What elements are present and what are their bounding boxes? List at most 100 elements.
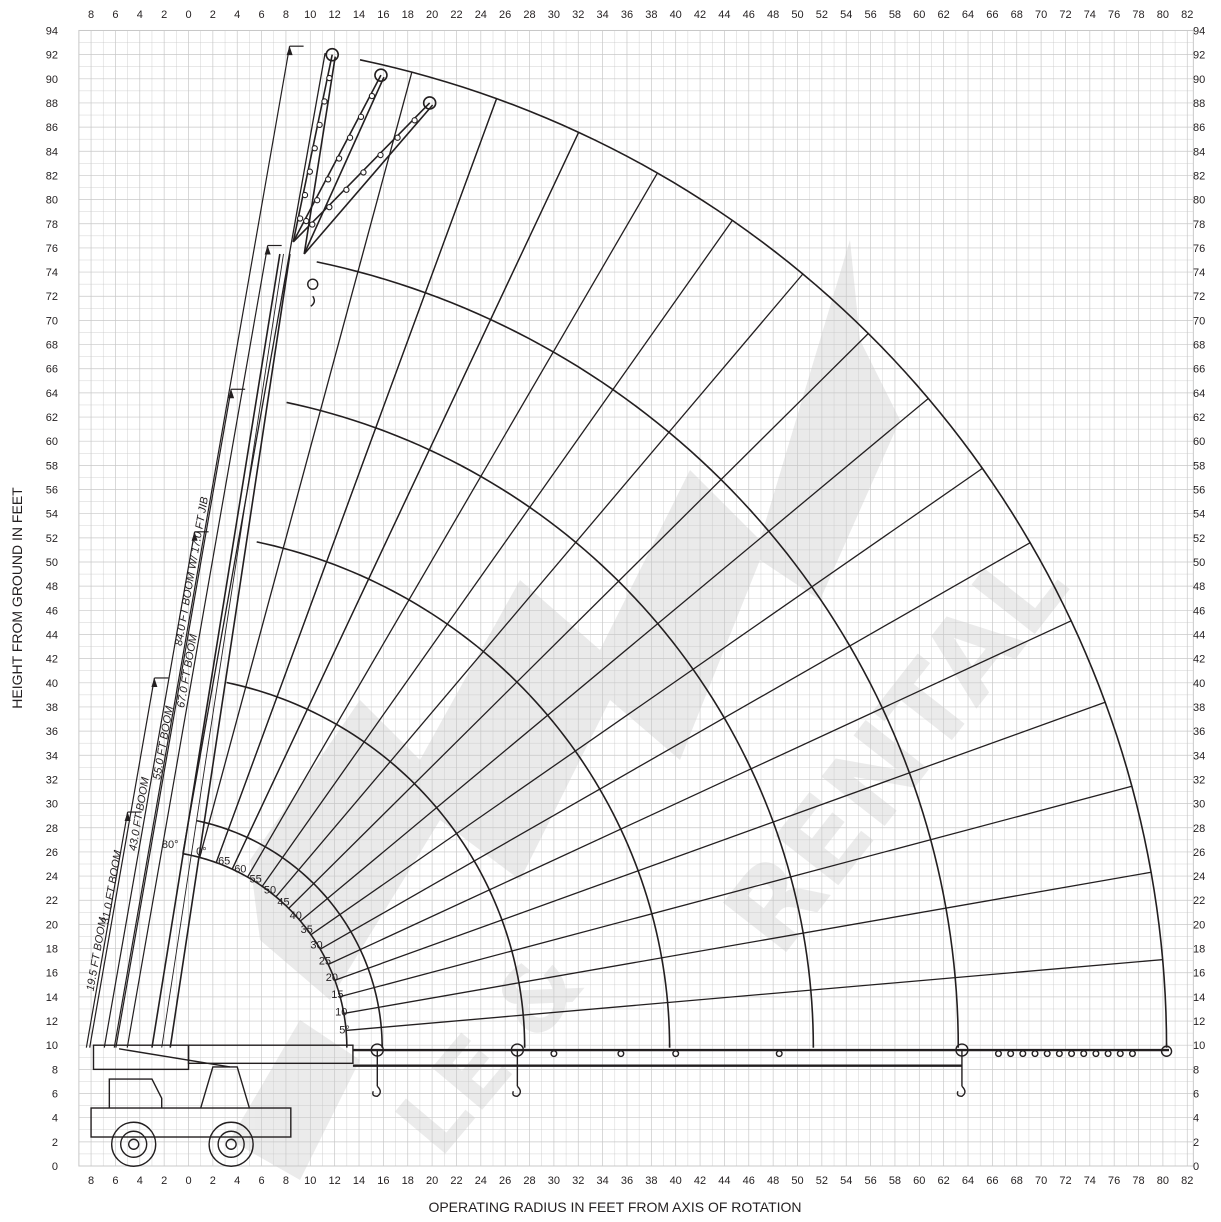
y-tick-label-right: 54 <box>1193 509 1205 521</box>
x-tick-label-bottom: 16 <box>377 1175 389 1187</box>
rail-pin <box>1031 1050 1039 1058</box>
y-tick-label-right: 0 <box>1193 1161 1199 1173</box>
x-tick-label-bottom: 6 <box>112 1175 118 1187</box>
x-tick-label-top: 36 <box>621 9 633 21</box>
boom-dimension-line <box>89 677 155 1048</box>
angle-label: 10 <box>335 1007 347 1019</box>
turret <box>200 1066 251 1109</box>
y-tick-label-right: 4 <box>1193 1113 1199 1125</box>
x-tick-label-bottom: 46 <box>743 1175 755 1187</box>
x-tick-label-top: 62 <box>938 9 950 21</box>
x-tick-label-bottom: 38 <box>645 1175 657 1187</box>
y-tick-label-right: 92 <box>1193 50 1205 62</box>
x-tick-label-top: 20 <box>426 9 438 21</box>
y-tick-label-right: 46 <box>1193 605 1205 617</box>
x-tick-label-bottom: 44 <box>718 1175 730 1187</box>
boom-dimension-arrow <box>286 46 293 56</box>
x-tick-label-bottom: 64 <box>962 1175 974 1187</box>
y-tick-label-left: 60 <box>46 436 58 448</box>
y-tick-label-left: 50 <box>46 557 58 569</box>
y-tick-label-left: 76 <box>46 243 58 255</box>
y-tick-label-right: 36 <box>1193 726 1205 738</box>
hook-block <box>307 278 319 290</box>
jib-lacing <box>335 155 343 162</box>
y-tick-label-left: 38 <box>46 702 58 714</box>
y-tick-label-right: 18 <box>1193 944 1205 956</box>
x-tick-label-bottom: 40 <box>670 1175 682 1187</box>
wheel-center <box>127 1138 140 1150</box>
boom-outlines <box>151 47 437 1048</box>
hook <box>512 1085 522 1097</box>
rail-pin <box>1080 1050 1088 1058</box>
y-tick-label-left: 72 <box>46 291 58 303</box>
carrier-frame <box>90 1107 292 1138</box>
y-tick-label-left: 66 <box>46 364 58 376</box>
y-tick-label-left: 4 <box>52 1113 58 1125</box>
x-tick-label-bottom: 72 <box>1059 1175 1071 1187</box>
y-tick-label-left: 88 <box>46 98 58 110</box>
y-tick-label-left: 80 <box>46 195 58 207</box>
rail-pin <box>1116 1050 1124 1058</box>
x-tick-label-top: 78 <box>1132 9 1144 21</box>
y-tick-label-left: 12 <box>46 1016 58 1028</box>
x-tick-label-top: 14 <box>353 9 365 21</box>
x-tick-label-top: 28 <box>523 9 535 21</box>
x-tick-label-bottom: 52 <box>816 1175 828 1187</box>
rail-pin <box>1055 1050 1063 1058</box>
x-tick-label-top: 56 <box>864 9 876 21</box>
jib-lacing <box>357 113 365 121</box>
rail-pin <box>1128 1050 1136 1058</box>
y-tick-label-right: 2 <box>1193 1137 1199 1149</box>
angle-line <box>182 52 326 854</box>
svg-text:LE &: LE & <box>376 931 603 1174</box>
x-tick-label-top: 66 <box>986 9 998 21</box>
y-tick-label-right: 38 <box>1193 702 1205 714</box>
angle-line <box>215 98 498 863</box>
x-tick-label-bottom: 82 <box>1181 1175 1193 1187</box>
x-tick-label-top: 80 <box>1157 9 1169 21</box>
y-tick-label-right: 28 <box>1193 823 1205 835</box>
x-tick-label-top: 60 <box>913 9 925 21</box>
angle-line <box>310 467 983 936</box>
y-tick-label-left: 90 <box>46 74 58 86</box>
y-tick-label-left: 2 <box>52 1137 58 1149</box>
y-tick-label-left: 86 <box>46 122 58 134</box>
y-tick-label-right: 68 <box>1193 340 1205 352</box>
y-tick-label-left: 24 <box>46 871 58 883</box>
x-tick-label-top: 24 <box>475 9 487 21</box>
rail-pin <box>1092 1050 1100 1058</box>
angle-line <box>247 172 658 878</box>
x-tick-label-top: 42 <box>694 9 706 21</box>
y-tick-label-left: 54 <box>46 509 58 521</box>
x-tick-label-bottom: 8 <box>283 1175 289 1187</box>
tip-sheave <box>1160 1045 1173 1057</box>
y-tick-label-right: 16 <box>1193 968 1205 980</box>
jib-lacing <box>394 134 401 141</box>
jib-lacing <box>311 145 318 152</box>
hook <box>956 1085 966 1097</box>
rail-pin <box>550 1050 558 1058</box>
y-tick-label-left: 32 <box>46 774 58 786</box>
rail-pin <box>1019 1050 1027 1058</box>
boom-dimension-arrow <box>228 389 235 399</box>
wheel-hub <box>217 1130 245 1158</box>
x-tick-label-top: 76 <box>1108 9 1120 21</box>
boom-dimension-arrow <box>264 245 271 255</box>
x-tick-label-top: 32 <box>572 9 584 21</box>
jib-lacing <box>377 151 384 159</box>
y-tick-label-left: 34 <box>46 750 58 762</box>
jib-lacing <box>346 134 354 141</box>
x-tick-label-bottom: 30 <box>548 1175 560 1187</box>
y-tick-label-left: 62 <box>46 412 58 424</box>
jib-lacing <box>411 117 418 124</box>
jib-sheave <box>325 47 340 62</box>
x-tick-label-top: 50 <box>791 9 803 21</box>
angle-label: 5° <box>339 1025 350 1037</box>
y-tick-label-right: 26 <box>1193 847 1205 859</box>
y-tick-label-left: 14 <box>46 992 58 1004</box>
x-tick-label-bottom: 62 <box>938 1175 950 1187</box>
y-tick-label-left: 20 <box>46 919 58 931</box>
x-tick-label-bottom: 28 <box>523 1175 535 1187</box>
outrigger-beam-right <box>187 1044 354 1065</box>
boom-dimension-line <box>115 389 232 1048</box>
